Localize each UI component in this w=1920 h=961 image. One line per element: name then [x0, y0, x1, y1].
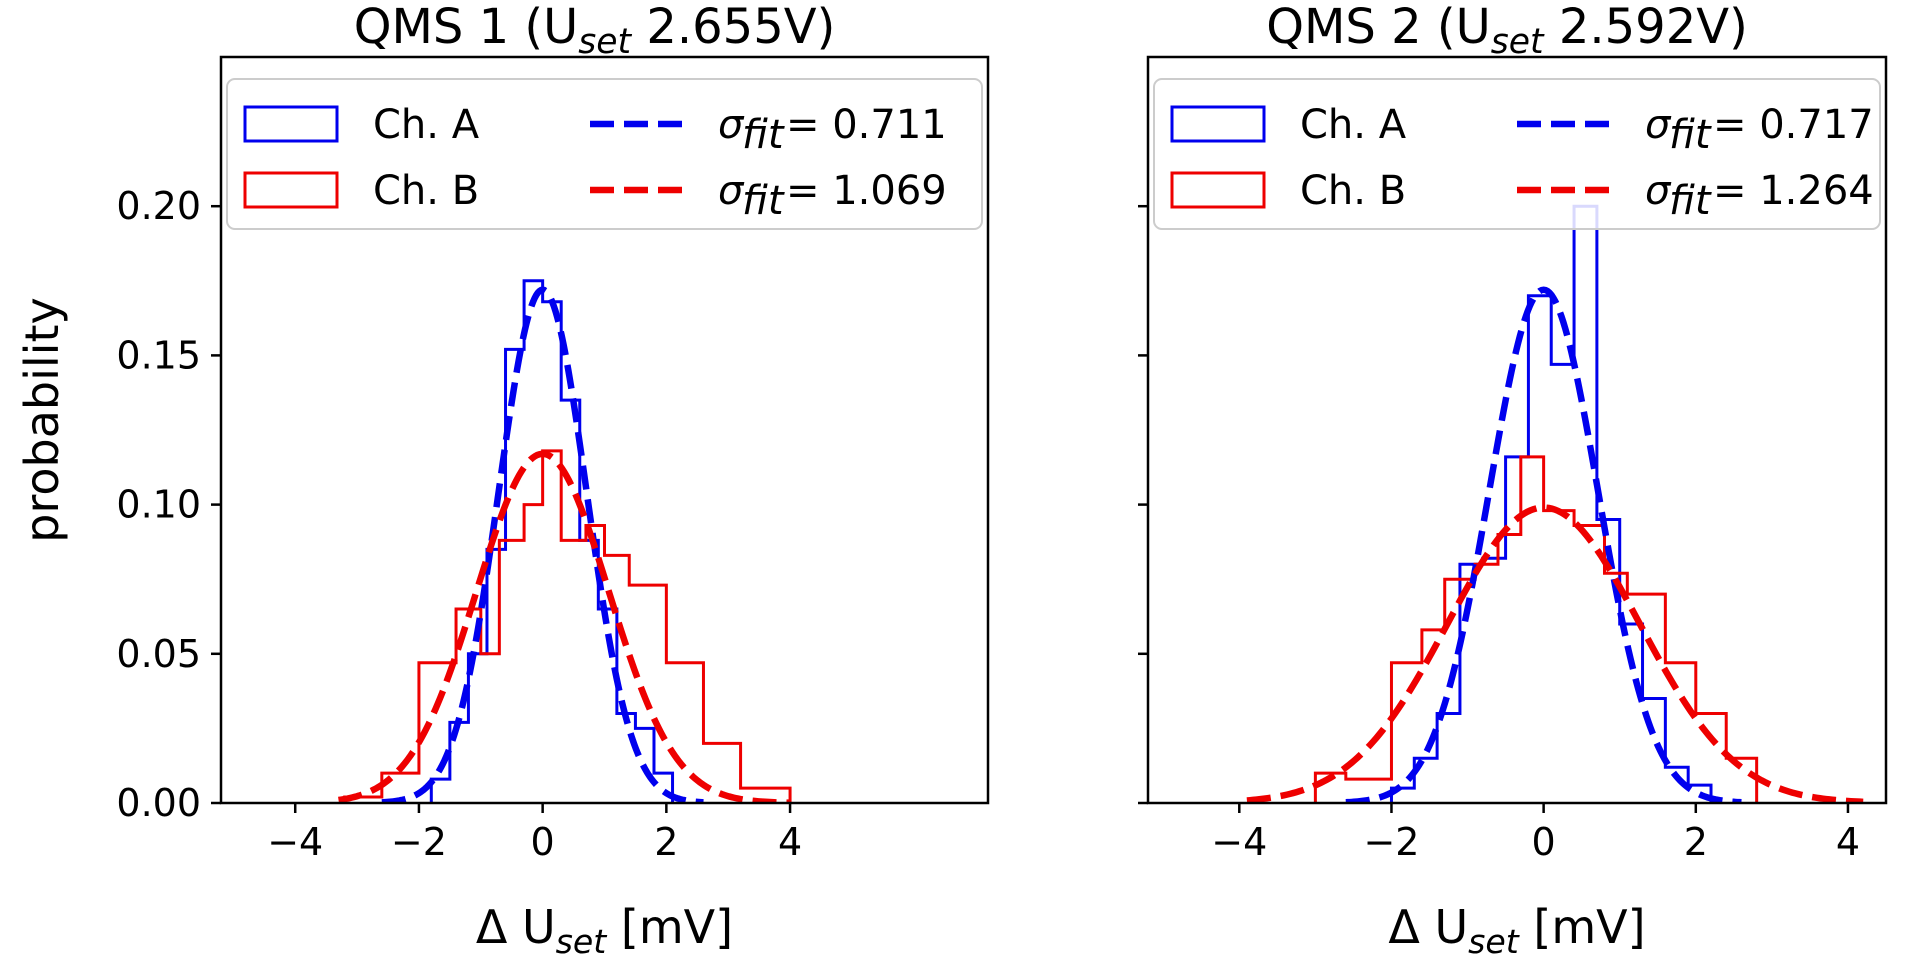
legend-swatch-box	[243, 171, 339, 209]
legend-label: Ch. B	[373, 168, 479, 214]
sigma-fit-symbol: σ	[1645, 168, 1672, 214]
legend-label: Ch. A	[373, 102, 480, 148]
legend-label: = 1.069	[786, 168, 947, 214]
legend-label: = 0.711	[786, 102, 947, 148]
x-axis-label-main: Δ U	[1388, 900, 1468, 954]
x-axis-label: Δ Uset [mV]	[476, 900, 733, 961]
chart-title: QMS 1 (Uset 2.655V)	[354, 0, 836, 62]
legend-swatch-box	[1170, 171, 1266, 209]
x-tick-label: 4	[778, 820, 802, 864]
x-tick-label: −2	[391, 820, 447, 864]
plot-area	[1246, 204, 1864, 803]
sigma-fit-subscript: fit	[742, 178, 785, 224]
x-axis-label: Δ Uset [mV]	[1388, 900, 1645, 961]
legend-label: = 0.717	[1713, 102, 1874, 148]
histogram-ch-a	[1389, 204, 1713, 803]
sigma-fit-symbol: σ	[1645, 102, 1672, 148]
chart-title-main: QMS 2 (U	[1266, 0, 1491, 55]
legend-swatch-box	[243, 105, 339, 143]
legend-frame	[1153, 78, 1881, 230]
gaussian-fit-3	[1246, 504, 1864, 803]
x-tick-label: 2	[654, 820, 678, 864]
y-tick-label: 0.20	[116, 184, 201, 228]
x-axis-label-main: Δ U	[476, 900, 556, 954]
legend-label: Ch. A	[1300, 102, 1407, 148]
chart-title-sub: set	[1491, 22, 1545, 62]
sigma-fit-subscript: fit	[1669, 178, 1712, 224]
sigma-fit-symbol: σ	[718, 168, 745, 214]
gaussian-fit-2	[381, 286, 704, 803]
sigma-fit-symbol: σ	[718, 102, 745, 148]
x-tick-label: 4	[1836, 820, 1860, 864]
x-axis-label-rest: [mV]	[606, 900, 733, 954]
x-tick-label: −4	[1211, 820, 1267, 864]
x-tick-label: 0	[531, 820, 555, 864]
histogram-ch-b	[343, 449, 792, 803]
sigma-fit-subscript: fit	[742, 112, 785, 158]
y-tick-label: 0.05	[116, 632, 201, 676]
x-tick-label: −4	[267, 820, 323, 864]
chart-title-rest: 2.592V)	[1544, 0, 1748, 55]
gaussian-fit-2	[1345, 286, 1742, 803]
x-tick-label: −2	[1363, 820, 1419, 864]
y-tick-label: 0.00	[116, 781, 201, 825]
gaussian-fit-3	[338, 450, 791, 803]
axes-frame	[1146, 55, 1888, 805]
plot-area	[338, 279, 792, 803]
y-tick-label: 0.15	[116, 333, 201, 377]
axes-frame	[219, 55, 990, 805]
chart-title-rest: 2.655V)	[631, 0, 835, 55]
legend-frame	[226, 78, 983, 230]
chart-title-main: QMS 1 (U	[354, 0, 579, 55]
histogram-ch-a	[429, 279, 675, 803]
chart-title: QMS 2 (Uset 2.592V)	[1266, 0, 1748, 62]
legend-label: = 1.264	[1713, 168, 1874, 214]
y-tick-label: 0.10	[116, 483, 201, 527]
x-tick-label: 2	[1684, 820, 1708, 864]
chart-title-sub: set	[578, 22, 632, 62]
x-axis-label-rest: [mV]	[1519, 900, 1646, 954]
legend-swatch-box	[1170, 105, 1266, 143]
x-axis-label-sub: set	[1468, 922, 1520, 961]
histogram-ch-b	[1313, 455, 1759, 803]
sigma-fit-subscript: fit	[1669, 112, 1712, 158]
legend-label: Ch. B	[1300, 168, 1406, 214]
y-axis-label: probability	[15, 297, 69, 542]
x-axis-label-sub: set	[556, 922, 608, 961]
x-tick-label: 0	[1532, 820, 1556, 864]
